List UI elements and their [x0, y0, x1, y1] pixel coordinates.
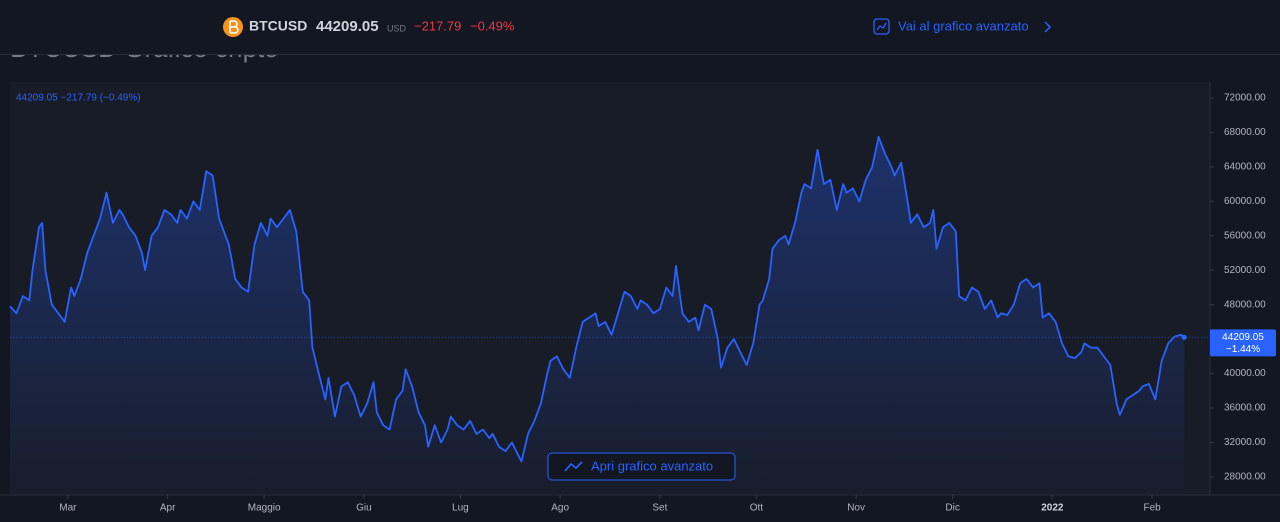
price-line	[9, 135, 1185, 463]
y-tick-label: 60000.00	[1224, 196, 1266, 207]
link-icon-line	[876, 22, 887, 31]
open-button[interactable]: Apri grafico avanzato	[547, 452, 736, 481]
x-tick-label: Apr	[160, 503, 176, 514]
x-tick-label: 2022	[1041, 503, 1064, 514]
link-label[interactable]: Vai al grafico avanzato	[898, 18, 1029, 33]
price: 44209.05	[316, 18, 379, 35]
last-price-box	[1210, 329, 1276, 357]
y-tick-label: 40000.00	[1224, 368, 1266, 379]
y-tick-label: 48000.00	[1224, 299, 1266, 310]
symbol: BTCUSD	[249, 18, 307, 34]
legend: 44209.05 −217.79 (−0.49%)	[16, 93, 141, 104]
last-change-label: −1.44%	[1226, 344, 1260, 355]
x-tick-label: Dic	[945, 503, 959, 514]
x-tick-label: Ago	[551, 503, 569, 514]
link-icon	[873, 18, 890, 35]
logo-glyph	[229, 20, 239, 34]
button-label[interactable]: Apri grafico avanzato	[591, 458, 713, 473]
advanced-link[interactable]: Vai al grafico avanzato	[873, 18, 1052, 35]
y-tick-label: 28000.00	[1224, 472, 1266, 483]
y-tick-label: 52000.00	[1224, 265, 1266, 276]
x-tick-label: Nov	[847, 503, 865, 514]
y-tick-label: 64000.00	[1224, 162, 1266, 173]
link-chevron	[1044, 21, 1052, 33]
x-tick-label: Set	[652, 503, 667, 514]
change: −217.79	[414, 18, 461, 33]
x-tick-label: Ott	[750, 503, 764, 514]
y-tick-label: 72000.00	[1224, 93, 1266, 104]
y-tick-label: 32000.00	[1224, 437, 1266, 448]
x-tick-label: Maggio	[248, 503, 281, 514]
area-fill	[10, 136, 1185, 496]
last-price-label: 44209.05	[1222, 332, 1264, 343]
button-frame[interactable]	[547, 452, 736, 481]
x-tick-label: Feb	[1143, 503, 1161, 514]
x-tick-label: Giu	[356, 503, 372, 514]
y-tick-label: 36000.00	[1224, 403, 1266, 414]
y-tick-label: 68000.00	[1224, 127, 1266, 138]
y-tick-label: 56000.00	[1224, 230, 1266, 241]
x-tick-label: Lug	[452, 503, 469, 514]
last-point	[1181, 334, 1187, 340]
button-icon	[564, 461, 583, 472]
x-tick-label: Mar	[59, 503, 77, 514]
change-percent: −0.49%	[470, 18, 515, 33]
header	[0, 0, 1280, 54]
currency: USD	[387, 23, 407, 33]
